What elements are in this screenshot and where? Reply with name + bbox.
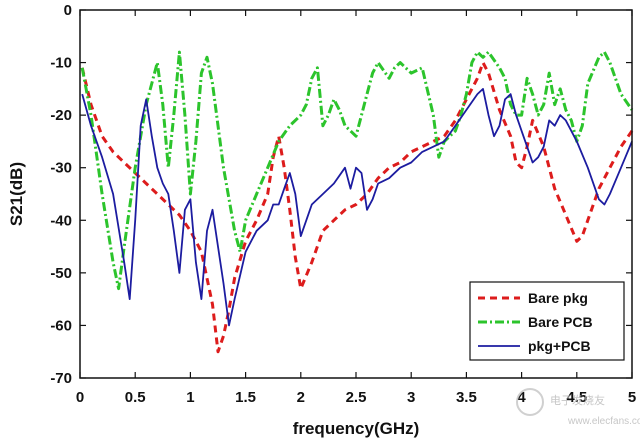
plot-layer	[80, 50, 634, 354]
x-tick-label: 3.5	[456, 389, 477, 406]
legend: Bare pkg Bare PCB pkg+PCB	[469, 281, 625, 361]
x-tick-label: 2	[297, 389, 305, 406]
legend-label: Bare PCB	[528, 314, 593, 330]
y-tick-label: -10	[50, 55, 72, 72]
x-tick-label: 4	[517, 389, 526, 406]
x-tick-label: 1	[186, 389, 194, 406]
y-tick-label: -40	[50, 212, 72, 229]
watermark-text: 电子发烧友	[550, 393, 605, 407]
series-line-bare-pkg	[80, 61, 634, 354]
y-tick-label: -20	[50, 107, 72, 124]
x-tick-label: 3	[407, 389, 415, 406]
y-axis-label: S21(dB)	[7, 162, 26, 226]
series-line-pkg-pcb	[81, 88, 633, 327]
legend-label: pkg+PCB	[528, 338, 591, 354]
x-tick-label: 5	[628, 389, 636, 406]
watermark: 电子发烧友 www.elecfans.com	[516, 388, 640, 427]
x-tick-label: 0	[76, 389, 84, 406]
ticks-layer: 0 0.5 1 1.5 2 2.5 3 3.5 4 4.5 5 0 -10 -20 -30 -40 -50 -60…	[50, 2, 636, 406]
x-tick-label: 2.5	[346, 389, 367, 406]
watermark-logo-icon	[516, 388, 544, 416]
y-tick-label: -50	[50, 265, 72, 282]
legend-label: Bare pkg	[528, 290, 588, 306]
y-tick-label: -70	[50, 370, 72, 387]
x-tick-label: 4.5	[566, 389, 587, 406]
y-tick-label: 0	[64, 2, 72, 19]
plot-frame	[79, 9, 633, 379]
x-tick-label: 0.5	[125, 389, 146, 406]
y-tick-label: -30	[50, 160, 72, 177]
x-tick-label: 1.5	[235, 389, 256, 406]
x-axis-label: frequency(GHz)	[293, 419, 420, 438]
series-line-bare-pcb	[80, 50, 634, 291]
watermark-subtext: www.elecfans.com	[567, 416, 640, 427]
y-tick-label: -60	[50, 317, 72, 334]
